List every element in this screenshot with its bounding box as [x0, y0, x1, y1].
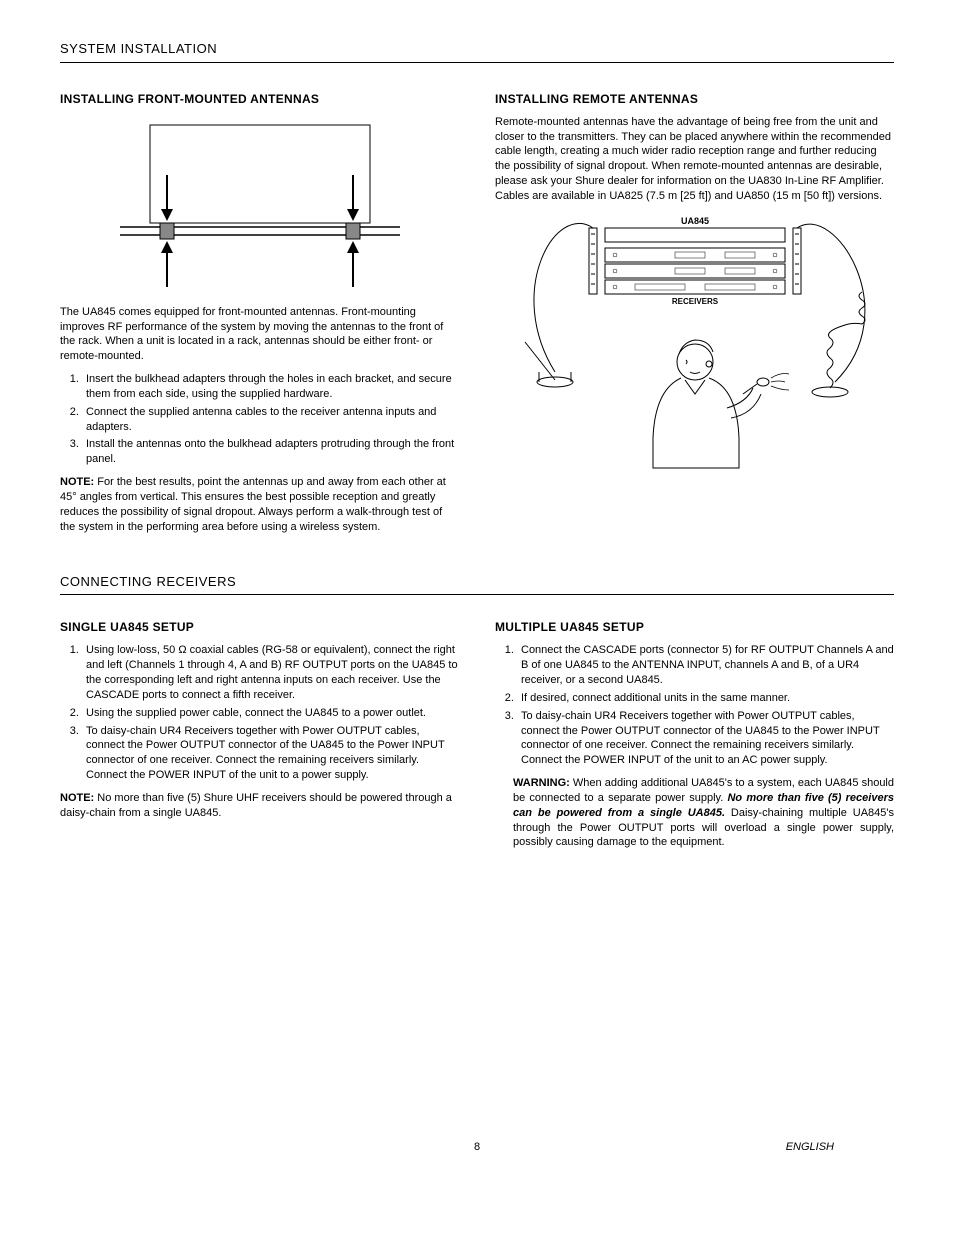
title-front-mounted: INSTALLING FRONT-MOUNTED ANTENNAS: [60, 91, 459, 107]
single-note: NOTE: No more than five (5) Shure UHF re…: [60, 791, 459, 821]
remote-intro: Remote-mounted antennas have the advanta…: [495, 115, 894, 204]
page-footer: 8 ENGLISH: [120, 1140, 834, 1155]
warning-block: WARNING: When adding additional UA845's …: [495, 776, 894, 850]
diagram-remote: UA845 RECEIVERS: [495, 212, 895, 492]
col-right-2: MULTIPLE UA845 SETUP Connect the CASCADE…: [495, 619, 894, 850]
row-2: SINGLE UA845 SETUP Using low-loss, 50 Ω …: [60, 619, 894, 850]
col-left-1: INSTALLING FRONT-MOUNTED ANTENNAS The UA…: [60, 91, 459, 543]
single-steps: Using low-loss, 50 Ω coaxial cables (RG-…: [60, 643, 459, 783]
note-label-2: NOTE:: [60, 792, 94, 804]
note-label: NOTE:: [60, 476, 94, 488]
front-step-1: Insert the bulkhead adapters through the…: [82, 372, 459, 402]
note-text-2: No more than five (5) Shure UHF receiver…: [60, 792, 452, 819]
note-text: For the best results, point the antennas…: [60, 476, 446, 533]
title-multiple-setup: MULTIPLE UA845 SETUP: [495, 619, 894, 635]
multiple-step-2: If desired, connect additional units in …: [517, 691, 894, 706]
diagram-label-receivers: RECEIVERS: [672, 297, 719, 306]
multiple-step-3: To daisy-chain UR4 Receivers together wi…: [517, 709, 894, 768]
title-single-setup: SINGLE UA845 SETUP: [60, 619, 459, 635]
sub-header-connecting: CONNECTING RECEIVERS: [60, 573, 894, 596]
diagram-label-ua845: UA845: [681, 216, 709, 226]
page-header: SYSTEM INSTALLATION: [60, 40, 894, 63]
single-step-1: Using low-loss, 50 Ω coaxial cables (RG-…: [82, 643, 459, 702]
front-intro: The UA845 comes equipped for front-mount…: [60, 305, 459, 364]
title-remote: INSTALLING REMOTE ANTENNAS: [495, 91, 894, 107]
front-step-3: Install the antennas onto the bulkhead a…: [82, 437, 459, 467]
front-steps: Insert the bulkhead adapters through the…: [60, 372, 459, 467]
row-1: INSTALLING FRONT-MOUNTED ANTENNAS The UA…: [60, 91, 894, 543]
warning-label: WARNING:: [513, 777, 570, 789]
single-step-2: Using the supplied power cable, connect …: [82, 706, 459, 721]
multiple-steps: Connect the CASCADE ports (connector 5) …: [495, 643, 894, 768]
front-note: NOTE: For the best results, point the an…: [60, 475, 459, 534]
col-right-1: INSTALLING REMOTE ANTENNAS Remote-mounte…: [495, 91, 894, 543]
front-step-2: Connect the supplied antenna cables to t…: [82, 405, 459, 435]
col-left-2: SINGLE UA845 SETUP Using low-loss, 50 Ω …: [60, 619, 459, 850]
multiple-step-1: Connect the CASCADE ports (connector 5) …: [517, 643, 894, 688]
page-number: 8: [120, 1140, 834, 1155]
single-step-3: To daisy-chain UR4 Receivers together wi…: [82, 724, 459, 783]
diagram-rack: [90, 115, 430, 295]
